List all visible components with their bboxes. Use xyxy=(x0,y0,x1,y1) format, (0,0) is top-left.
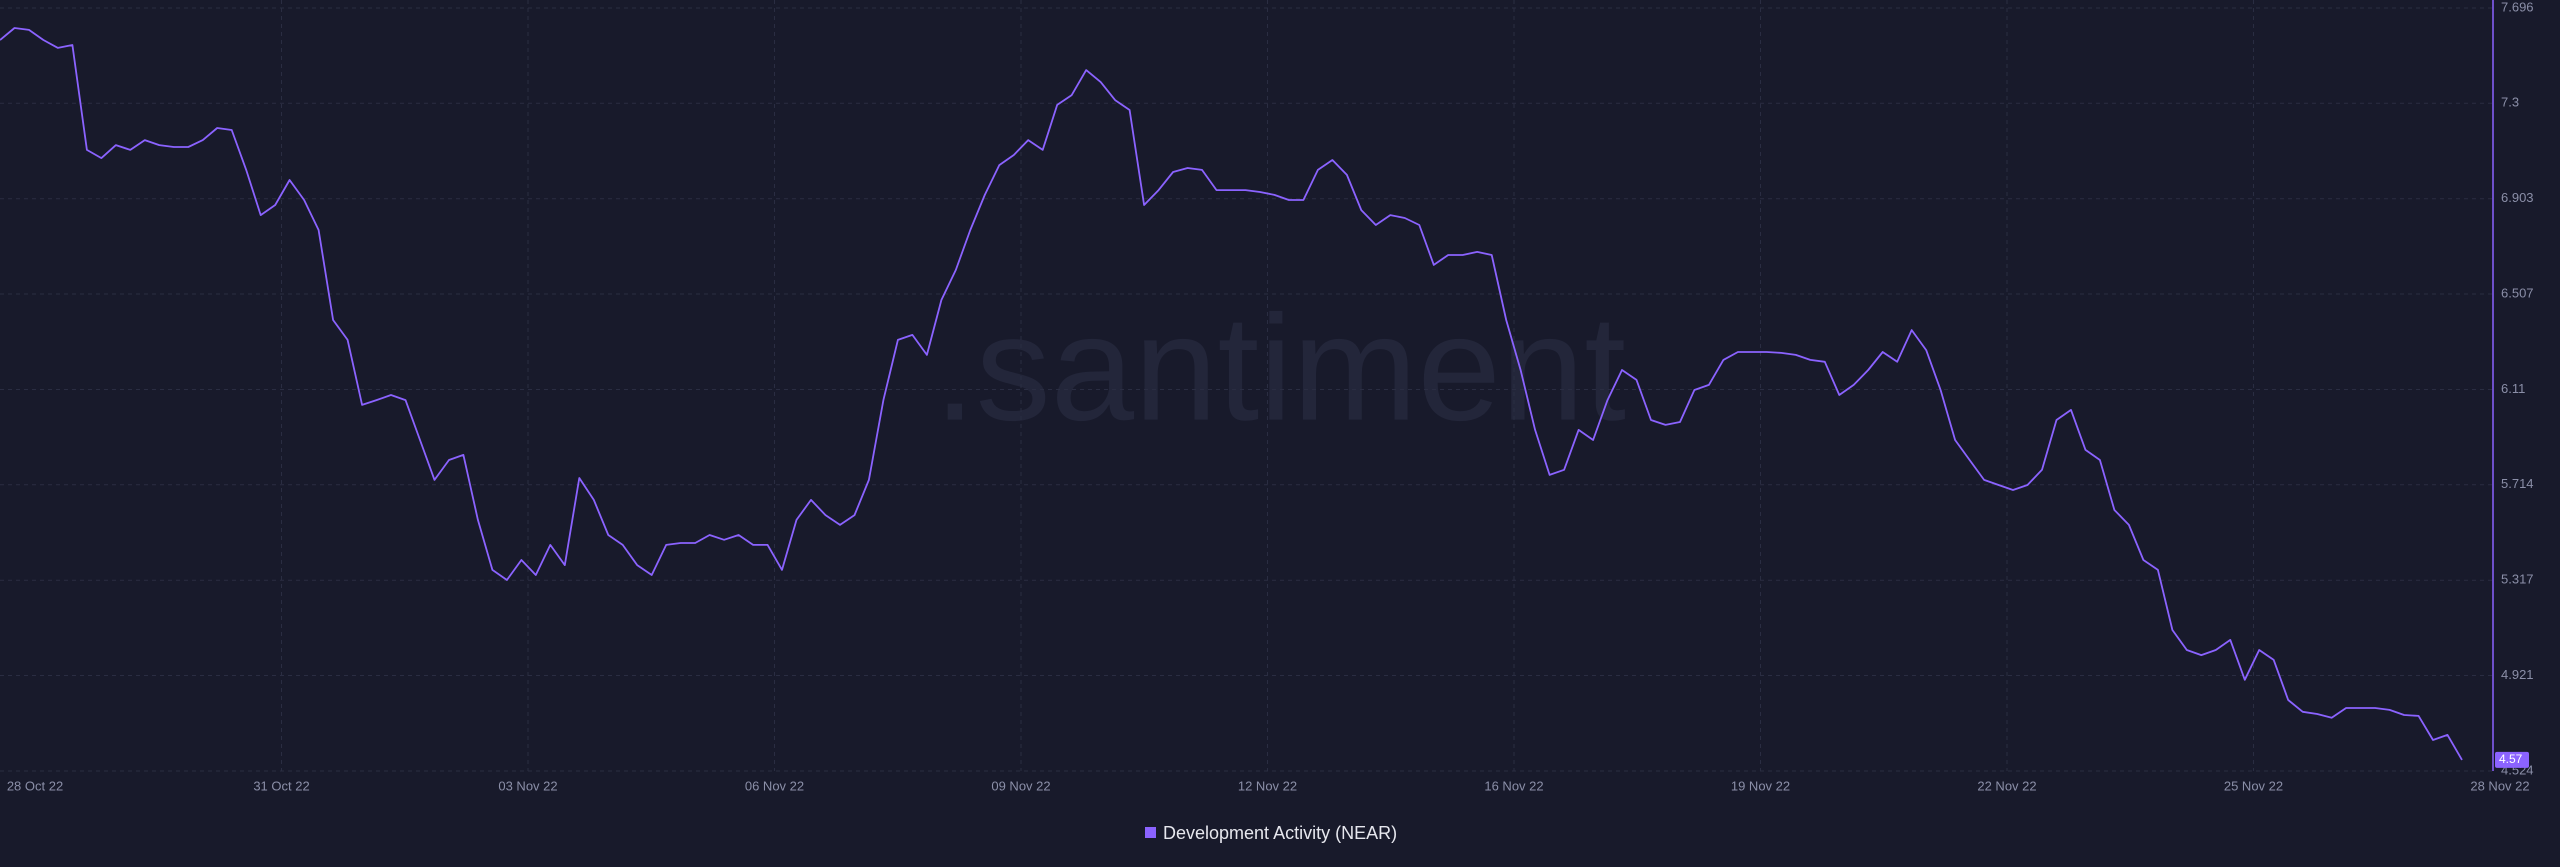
x-tick-label: 28 Oct 22 xyxy=(7,778,63,793)
legend-swatch xyxy=(1145,827,1156,838)
x-tick-label: 06 Nov 22 xyxy=(745,778,804,793)
watermark: .santiment xyxy=(934,284,1626,452)
y-tick-label: 7.3 xyxy=(2501,95,2519,110)
legend-label: Development Activity (NEAR) xyxy=(1163,823,1397,843)
x-tick-label: 28 Nov 22 xyxy=(2470,778,2529,793)
x-tick-label: 09 Nov 22 xyxy=(991,778,1050,793)
y-tick-label: 6.507 xyxy=(2501,285,2534,300)
x-tick-label: 25 Nov 22 xyxy=(2224,778,2283,793)
last-value-label: 4.57 xyxy=(2499,752,2523,766)
y-tick-label: 7.696 xyxy=(2501,0,2534,14)
y-tick-label: 5.714 xyxy=(2501,476,2534,491)
y-tick-label: 5.317 xyxy=(2501,572,2534,587)
data-line xyxy=(0,27,2463,761)
y-tick-label: 6.903 xyxy=(2501,190,2534,205)
y-tick-label: 6.11 xyxy=(2501,381,2525,396)
x-tick-label: 22 Nov 22 xyxy=(1977,778,2036,793)
x-tick-label: 31 Oct 22 xyxy=(253,778,309,793)
x-tick-label: 12 Nov 22 xyxy=(1238,778,1297,793)
x-tick-label: 19 Nov 22 xyxy=(1731,778,1790,793)
x-tick-label: 03 Nov 22 xyxy=(498,778,557,793)
x-tick-label: 16 Nov 22 xyxy=(1484,778,1543,793)
legend-item: Development Activity (NEAR) xyxy=(1145,823,1397,843)
last-value-badge xyxy=(2495,751,2529,768)
y-tick-label: 4.921 xyxy=(2501,667,2534,682)
